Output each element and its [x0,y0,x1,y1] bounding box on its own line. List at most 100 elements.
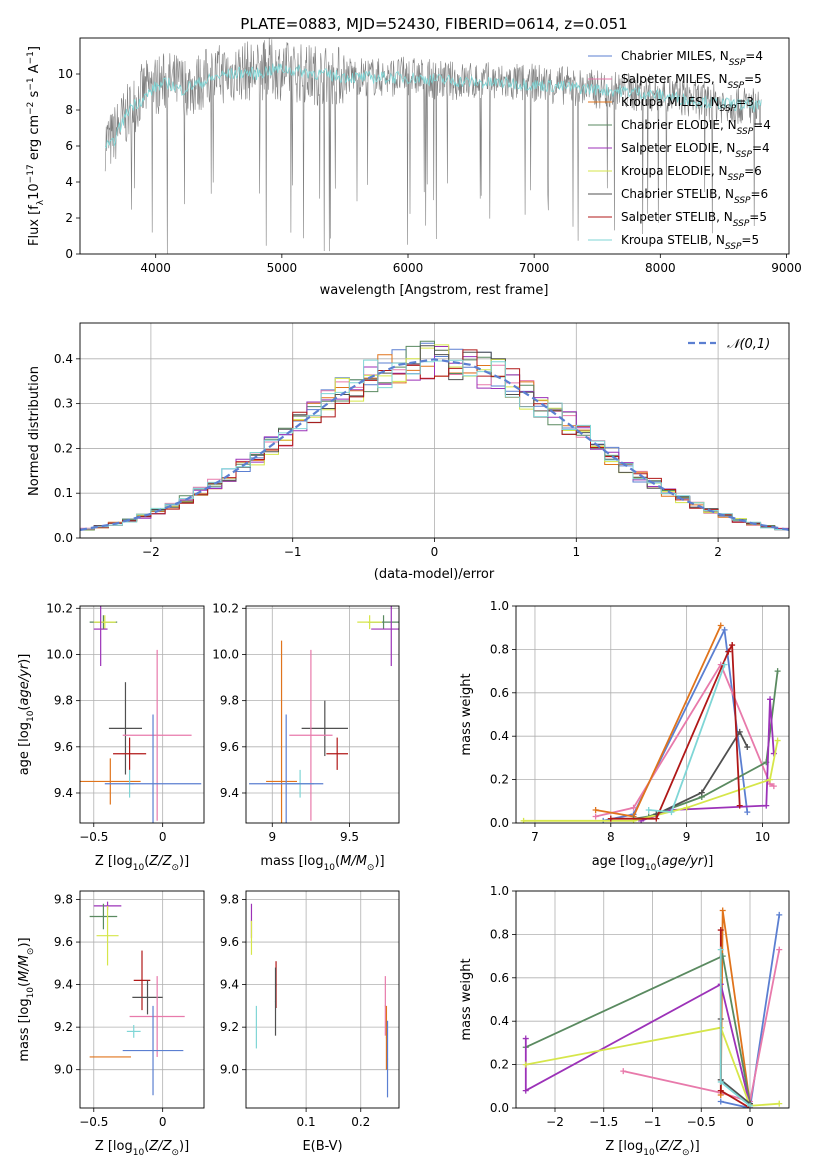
x-axis-label-part: E(B-V) [302,1139,342,1154]
y-tick-label: 9.4 [54,786,73,800]
chart-panel-0: 4000 5000 6000 7000 8000 9000 0 2 4 6 8 10 PLATE=088… [26,15,802,298]
x-axis-label-part: M/M [340,854,367,869]
y-tick-label: 0.6 [490,686,509,700]
series-marker [645,806,652,813]
x-tick-label: −0.5 [79,830,108,844]
x-axis-label: mass [log10(M/M⊙)] [260,854,384,873]
chart-panel-5: −0.5 09.09.29.49.69.8Z [log10(Z/Z⊙)]mass … [17,890,205,1158]
series-marker [719,907,726,914]
y-tick-label: 9.6 [220,935,239,949]
y-tick-label: 9.0 [220,1063,239,1077]
legend-label-part: =4 [752,141,770,155]
legend-label-part: SSP [720,104,737,114]
x-axis-label-part: ( [656,854,661,869]
y-axis-label-part: erg cm [27,115,42,164]
series-marker [776,911,783,918]
axes-frame [79,890,205,1109]
series-marker [717,622,724,629]
legend-label: Chabrier ELODIE, NSSP=4 [621,118,771,137]
x-tick-label: 0.1 [297,1115,316,1129]
histogram-step [80,349,789,530]
x-axis-label-part: Z [log [605,1139,643,1154]
x-tick-label: 9.5 [340,830,359,844]
x-axis-label-part: 10 [324,863,336,873]
x-tick-label: 9 [683,830,691,844]
series-marker [653,815,660,822]
y-tick-label: 9.8 [54,893,73,907]
y-tick-label: 1.0 [490,884,509,898]
series-marker [717,927,724,934]
y-tick-label: 9.0 [54,1063,73,1077]
legend-label-part: =5 [741,233,759,247]
plot-area [249,606,399,823]
x-tick-label: 8000 [645,261,676,275]
legend-label: 𝒩(0,1) [727,337,770,352]
axes-frame [245,890,400,1109]
series-marker [683,804,690,811]
series-line-Chabrier STELIB [655,730,749,816]
chart-panel-6: 0.1 0.2 9.0 9.2 9.4 9.6 9.8 E(B-V) [220,890,400,1154]
x-axis-label: E(B-V) [302,1139,342,1154]
plot-area [250,903,389,1098]
series-marker [717,1087,724,1094]
x-tick-label: 0 [159,830,167,844]
series-line-Salpeter ELODIE [524,982,751,1107]
legend-label-part: Kroupa MILES, N [621,95,720,109]
y-tick-label: 0.3 [54,397,73,411]
y-tick-label: 10.2 [46,601,73,615]
series-marker [744,744,751,751]
plot-area [104,38,762,254]
spectrum-line-model [104,63,762,149]
x-axis-label-part: ⊙ [171,1148,179,1158]
x-axis-label-part: ( [335,854,340,869]
chart-panel-1: −2 −1 0 1 2 0.0 0.1 0.2 0.3 0.4 (data-model)/error… [27,322,790,582]
series-marker [522,1035,529,1042]
series-marker [592,806,599,813]
x-tick-label: 2 [714,545,722,559]
y-tick-label: 0.2 [490,1058,509,1072]
x-axis-label-part: age/yr [661,854,704,869]
x-axis-label-part: 10 [643,1148,655,1158]
series-marker [721,661,728,668]
y-tick-label: 10.2 [212,601,239,615]
x-tick-label: 7000 [519,261,550,275]
x-tick-label: −1 [284,545,302,559]
y-axis-label-part: −1 [26,77,36,90]
legend-label-part: =3 [736,95,754,109]
x-axis-label: Z [log10(Z/Z⊙)] [95,854,189,873]
series-line-Chabrier ELODIE [633,670,779,820]
series-marker [522,1087,529,1094]
legend-label: Chabrier MILES, NSSP=4 [621,49,763,68]
x-axis-label-part: Z/Z [148,854,172,869]
x-axis-label-part: ⊙ [367,863,375,873]
y-tick-label: 0.0 [54,531,73,545]
x-axis-label-part: Z [log [95,854,133,869]
y-tick-label: 0.4 [490,729,509,743]
y-tick-label: 0.0 [490,1101,509,1115]
plot-area [89,901,185,1096]
legend-label-part: Salpeter STELIB, N [621,210,733,224]
legend-label-part: =6 [751,187,769,201]
x-tick-label: 8 [607,830,615,844]
y-axis-label-part: 10 [26,710,36,722]
y-tick-label: 4 [65,175,73,189]
y-tick-label: 0.4 [490,1014,509,1028]
y-axis-label-part: A [27,64,42,77]
x-axis-label-part: 10 [133,863,145,873]
legend-label-part: Chabrier STELIB, N [621,187,734,201]
plot-area [80,340,789,531]
legend-label-part: =5 [744,72,762,86]
x-tick-label: 6000 [393,261,424,275]
plot-area [80,606,202,823]
legend-label-part: =4 [753,118,771,132]
y-axis-label-part: λ [36,199,46,205]
y-axis-label-part: ( [17,706,32,711]
series-marker [721,626,728,633]
x-axis-label-part: Z/Z [148,1139,172,1154]
x-axis-label-part: ( [144,854,149,869]
x-tick-label: 9000 [771,261,802,275]
legend-label-part: =6 [744,164,762,178]
legend-label-part: SSP [729,58,746,68]
y-axis-label-part: −1 [26,51,36,64]
